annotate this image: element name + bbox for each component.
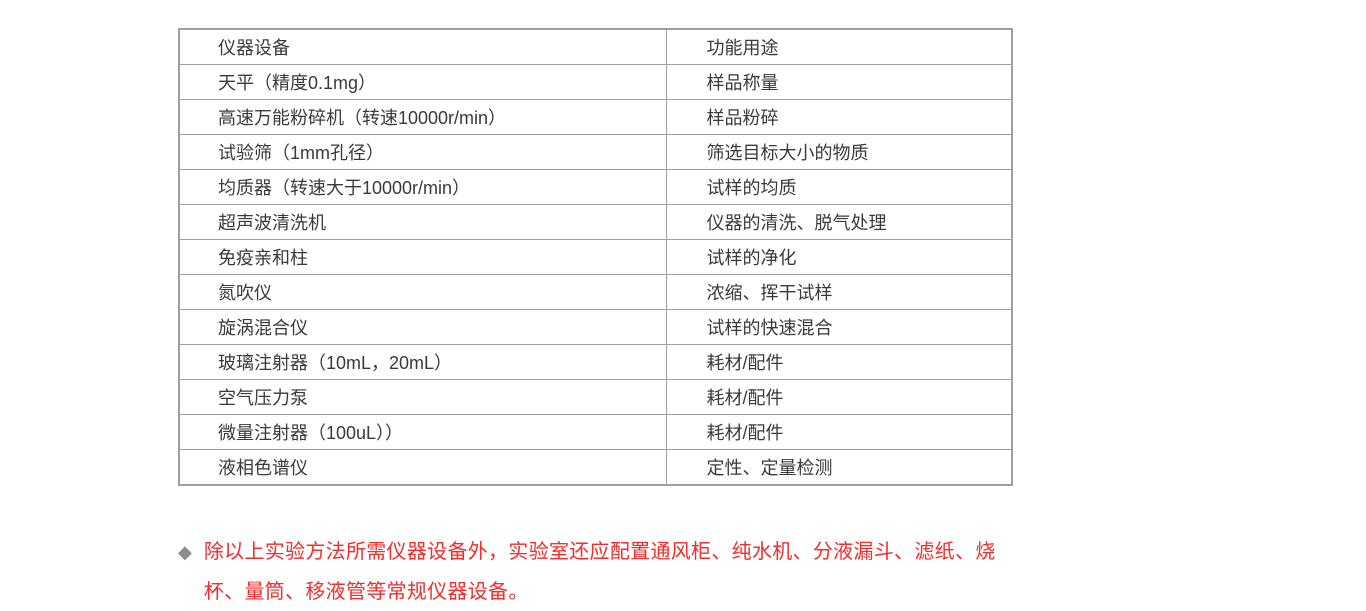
function-cell: 筛选目标大小的物质 — [665, 134, 1013, 170]
table-row: 液相色谱仪 定性、定量检测 — [178, 449, 1013, 486]
equipment-cell: 旋涡混合仪 — [178, 309, 667, 345]
table-row: 微量注射器（100uL）） 耗材/配件 — [178, 414, 1013, 450]
note-text: 除以上实验方法所需仪器设备外，实验室还应配置通风柜、纯水机、分液漏斗、滤纸、烧杯… — [203, 541, 996, 603]
function-cell: 试样的快速混合 — [665, 309, 1013, 345]
equipment-cell: 超声波清洗机 — [178, 204, 667, 240]
equipment-cell: 均质器（转速大于10000r/min） — [178, 169, 667, 205]
table-row: 均质器（转速大于10000r/min） 试样的均质 — [178, 169, 1013, 205]
diamond-bullet-icon: ◆ — [178, 542, 192, 562]
equipment-cell: 试验筛（1mm孔径） — [178, 134, 667, 170]
table-body: 天平（精度0.1mg） 样品称量 高速万能粉碎机（转速10000r/min） 样品粉碎… — [178, 64, 1013, 486]
equipment-cell: 玻璃注射器（10mL，20mL） — [178, 344, 667, 380]
table-row: 高速万能粉碎机（转速10000r/min） 样品粉碎 — [178, 99, 1013, 135]
function-cell: 耗材/配件 — [665, 414, 1013, 450]
equipment-cell: 免疫亲和柱 — [178, 239, 667, 275]
function-cell: 样品粉碎 — [665, 99, 1013, 135]
table-header-row: 仪器设备 功能用途 — [178, 28, 1013, 65]
column-header-equipment: 仪器设备 — [178, 28, 667, 65]
function-cell: 样品称量 — [665, 64, 1013, 100]
equipment-cell: 液相色谱仪 — [178, 449, 667, 486]
function-cell: 试样的均质 — [665, 169, 1013, 205]
table-row: 空气压力泵 耗材/配件 — [178, 379, 1013, 415]
function-cell: 仪器的清洗、脱气处理 — [665, 204, 1013, 240]
equipment-table: 仪器设备 功能用途 天平（精度0.1mg） 样品称量 高速万能粉碎机（转速10000… — [178, 28, 1013, 486]
table-row: 免疫亲和柱 试样的净化 — [178, 239, 1013, 275]
equipment-cell: 空气压力泵 — [178, 379, 667, 415]
equipment-cell: 氮吹仪 — [178, 274, 667, 310]
function-cell: 耗材/配件 — [665, 344, 1013, 380]
function-cell: 试样的净化 — [665, 239, 1013, 275]
function-cell: 浓缩、挥干试样 — [665, 274, 1013, 310]
column-header-function: 功能用途 — [665, 28, 1013, 65]
function-cell: 定性、定量检测 — [665, 449, 1013, 486]
table-row: 试验筛（1mm孔径） 筛选目标大小的物质 — [178, 134, 1013, 170]
table-row: 天平（精度0.1mg） 样品称量 — [178, 64, 1013, 100]
table-row: 玻璃注射器（10mL，20mL） 耗材/配件 — [178, 344, 1013, 380]
table-row: 超声波清洗机 仪器的清洗、脱气处理 — [178, 204, 1013, 240]
equipment-cell: 高速万能粉碎机（转速10000r/min） — [178, 99, 667, 135]
equipment-cell: 天平（精度0.1mg） — [178, 64, 667, 100]
note: ◆ 除以上实验方法所需仪器设备外，实验室还应配置通风柜、纯水机、分液漏斗、滤纸、… — [178, 532, 999, 611]
table-row: 旋涡混合仪 试样的快速混合 — [178, 309, 1013, 345]
equipment-cell: 微量注射器（100uL）） — [178, 414, 667, 450]
function-cell: 耗材/配件 — [665, 379, 1013, 415]
table-row: 氮吹仪 浓缩、挥干试样 — [178, 274, 1013, 310]
